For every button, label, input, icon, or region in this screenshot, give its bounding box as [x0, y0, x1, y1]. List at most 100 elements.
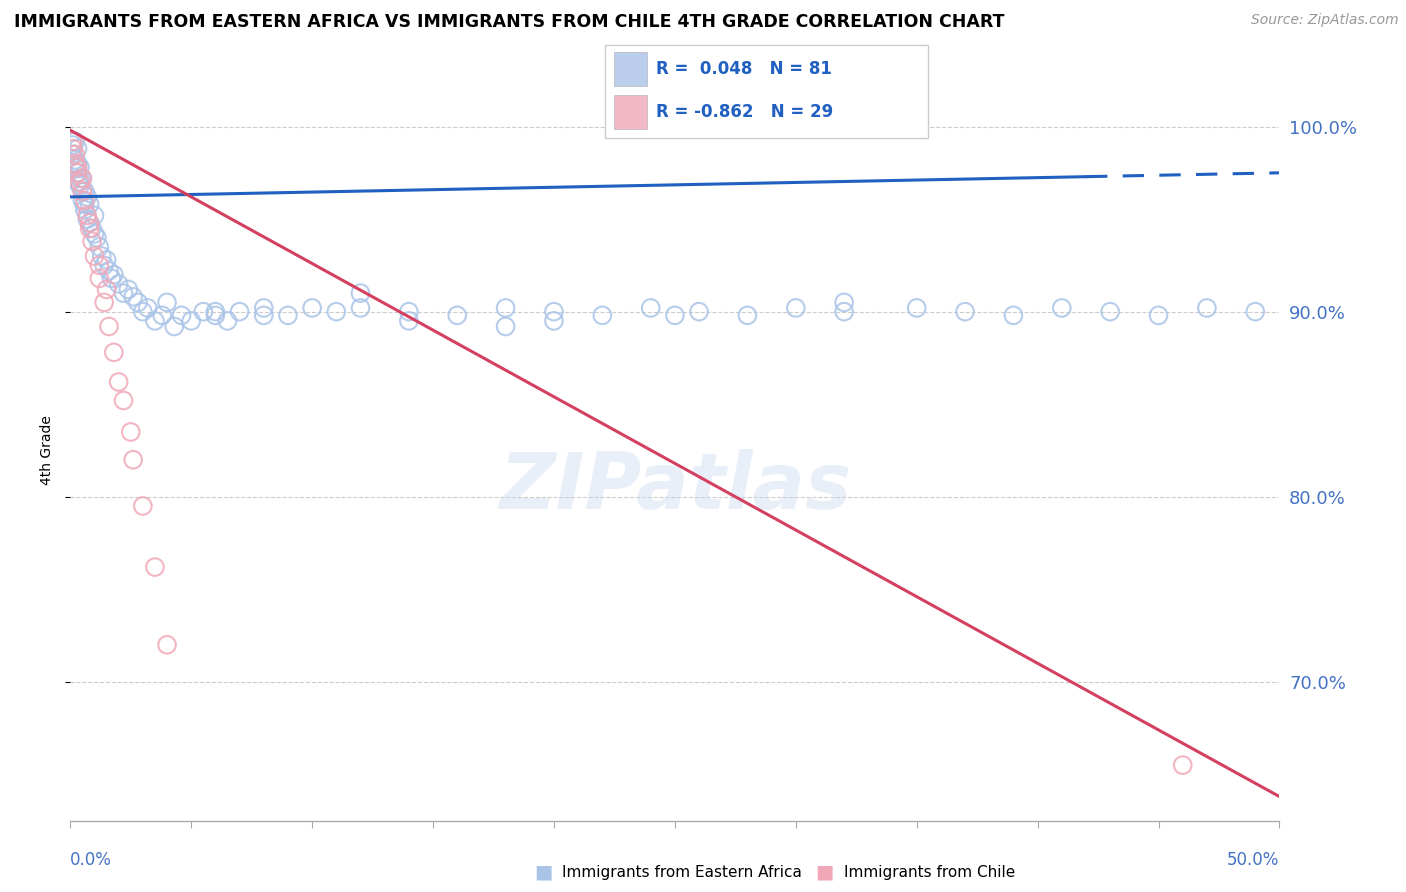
Point [204, 309, 226, 323]
Point [253, 301, 276, 315]
Point [150, 309, 173, 323]
Point [80, 221, 103, 235]
FancyBboxPatch shape [605, 45, 928, 138]
Point [591, 309, 613, 323]
Point [832, 304, 855, 318]
Point [325, 304, 347, 318]
Point [143, 314, 166, 328]
Point [122, 290, 145, 304]
Point [143, 560, 166, 574]
Point [640, 301, 662, 315]
Point [832, 295, 855, 310]
Point [1002, 309, 1025, 323]
Point [1195, 301, 1218, 315]
Point [112, 393, 135, 408]
Point [112, 286, 135, 301]
Point [1244, 304, 1267, 318]
Point [398, 314, 420, 328]
Point [73, 202, 96, 217]
Point [66, 175, 89, 189]
Point [93, 258, 115, 272]
Text: Source: ZipAtlas.com: Source: ZipAtlas.com [1251, 13, 1399, 28]
Point [66, 156, 89, 170]
Point [1050, 301, 1073, 315]
Point [180, 314, 202, 328]
Point [132, 304, 155, 318]
Point [79, 216, 101, 230]
Y-axis label: 4th Grade: 4th Grade [39, 416, 53, 485]
Point [117, 282, 139, 296]
Point [120, 425, 142, 439]
Text: 50.0%: 50.0% [1227, 851, 1279, 869]
Point [73, 194, 96, 208]
Point [72, 185, 94, 199]
Point [1099, 304, 1122, 318]
Point [96, 282, 118, 296]
Point [737, 309, 759, 323]
Point [98, 319, 121, 334]
Point [1147, 309, 1170, 323]
Point [93, 295, 115, 310]
Bar [614, 95, 647, 129]
Point [66, 166, 89, 180]
Point [89, 258, 111, 272]
Point [122, 452, 145, 467]
Point [72, 194, 94, 208]
Point [446, 309, 468, 323]
Point [79, 216, 101, 230]
Point [132, 499, 155, 513]
Point [69, 178, 91, 193]
Point [83, 227, 105, 241]
Point [107, 277, 129, 291]
Point [66, 161, 89, 175]
Point [277, 309, 299, 323]
Point [79, 197, 101, 211]
Point [156, 638, 179, 652]
Point [349, 286, 371, 301]
Point [953, 304, 976, 318]
Point [69, 175, 91, 189]
Point [80, 235, 103, 249]
Point [79, 221, 101, 235]
Text: IMMIGRANTS FROM EASTERN AFRICA VS IMMIGRANTS FROM CHILE 4TH GRADE CORRELATION CH: IMMIGRANTS FROM EASTERN AFRICA VS IMMIGR… [14, 13, 1004, 31]
Point [127, 295, 149, 310]
Text: Immigrants from Chile: Immigrants from Chile [844, 865, 1015, 880]
Point [72, 171, 94, 186]
Text: R =  0.048   N = 81: R = 0.048 N = 81 [657, 60, 832, 78]
Point [73, 197, 96, 211]
Point [76, 208, 98, 222]
Point [905, 301, 928, 315]
Point [69, 171, 91, 186]
Text: Immigrants from Eastern Africa: Immigrants from Eastern Africa [562, 865, 803, 880]
Point [100, 271, 122, 285]
Point [103, 268, 125, 282]
Point [62, 147, 84, 161]
Point [90, 249, 112, 263]
Point [495, 319, 517, 334]
Point [107, 375, 129, 389]
Point [253, 309, 276, 323]
Point [543, 314, 565, 328]
Text: ■: ■ [534, 863, 553, 882]
Point [349, 301, 371, 315]
Text: ■: ■ [815, 863, 834, 882]
Point [495, 301, 517, 315]
Point [688, 304, 710, 318]
Point [785, 301, 807, 315]
Text: 0.0%: 0.0% [70, 851, 112, 869]
Point [96, 252, 118, 267]
Point [103, 345, 125, 359]
Point [163, 319, 186, 334]
Point [63, 147, 86, 161]
Point [66, 166, 89, 180]
Text: R = -0.862   N = 29: R = -0.862 N = 29 [657, 103, 834, 121]
Point [1171, 758, 1194, 772]
Point [63, 161, 86, 175]
Point [136, 301, 159, 315]
Point [193, 304, 215, 318]
Point [62, 142, 84, 156]
Point [63, 153, 86, 167]
Point [63, 156, 86, 170]
Point [72, 185, 94, 199]
Point [73, 185, 96, 199]
